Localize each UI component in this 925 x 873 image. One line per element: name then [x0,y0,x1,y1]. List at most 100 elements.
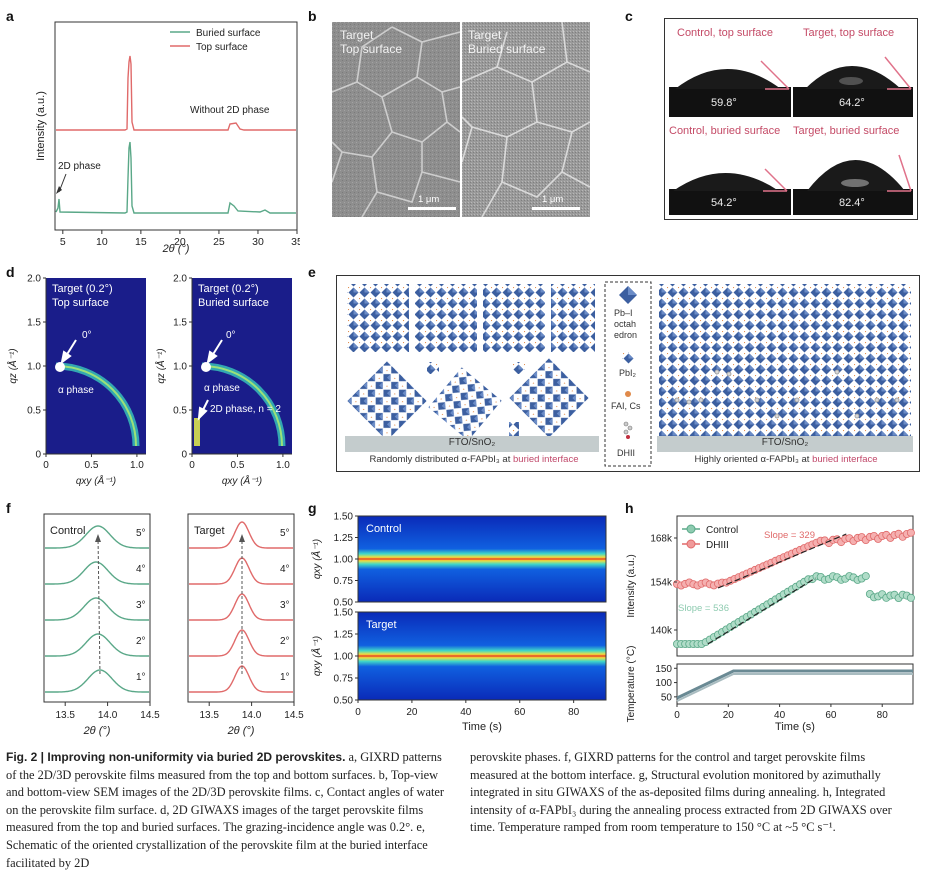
legend-pbi2: PbI₂ [619,368,637,378]
d-ytick-label: 2.0 [173,274,187,285]
g-xtick-label: 20 [406,707,418,718]
h-bottom-frame [676,663,914,705]
h-xtick-label: 0 [674,710,680,721]
f-target-peak [189,593,293,621]
f-angle-right: 1° [280,672,290,683]
ca-title-control-buried: Control, buried surface [669,125,781,137]
sem-top-surface: Target Top surface 1 μm [332,22,460,217]
a-xtick-label: 20 [174,236,186,248]
g-xtick-label: 60 [514,707,526,718]
substrate-left: FTO/SnO₂ [448,437,496,448]
giwaxs-left-title-1: Target (0.2°) [52,283,113,295]
f-control-peak [45,597,149,621]
h-control-point [906,593,915,602]
substrate-right: FTO/SnO₂ [761,437,809,448]
g-control-map [358,516,606,602]
d-ytick-label: 0.5 [27,406,41,417]
caption-left-text: a, GIXRD patterns of the 2D/3D perovskit… [6,750,445,870]
panel-f-left-frame [43,513,151,703]
sem-buried-grains [462,22,590,217]
f-xtick-label: 14.0 [98,710,118,721]
h-ylabel-bottom: Temperature (°C) [626,646,637,723]
f-xtick-label: 14.0 [242,710,262,721]
ca-value-control-top: 59.8° [711,97,737,109]
caption-left: Randomly distributed α-FAPbI₃ at buried … [369,454,579,465]
h-slope-red: Slope = 329 [764,530,815,541]
d-xtick-label: 1.0 [130,460,144,471]
d-xtick-label: 1.0 [276,460,290,471]
legend-dhii: DHII [617,448,635,458]
giwaxs-left-zero: 0° [82,330,92,341]
panel-f-angle-labels: 5° 5° 4° 4° 3° 3° 2° 2° 1° 1° [136,528,290,683]
g-xtick-label: 0 [355,707,361,718]
h-xtick-label: 80 [877,710,889,721]
a-xtick-label: 35 [291,236,300,248]
giwaxs-right-title-1: Target (0.2°) [198,283,259,295]
g-xtick-label: 80 [568,707,580,718]
annot-without-2d: Without 2D phase [190,105,270,116]
panel-g-insitu-giwaxs: Control Target 0.500.751.001.251.500.500… [310,512,607,733]
sem-top-scalebar [408,207,456,210]
panel-e-schematic [345,281,913,467]
legend-fai-cs: FAI, Cs [611,401,641,411]
sem-buried-title-1: Target [468,28,502,42]
f-angle-left: 3° [136,600,146,611]
f-angle-left: 5° [136,528,146,539]
f-angle-right: 5° [280,528,290,539]
h-ytick-bottom-label: 100 [655,678,672,689]
panel-f-right-title: Target [194,525,225,537]
figure-caption-left: Fig. 2 | Improving non-uniformity via bu… [6,749,450,872]
ca-title-target-buried: Target, buried surface [793,125,900,137]
panel-h-intensity-temperature: Control DHIII Slope = 329 Slope = 536 14… [626,515,915,733]
f-control-peak [45,561,149,585]
d-ytick-label: 0 [181,450,187,461]
panel-d-xlabel-left: qxy (Å⁻¹) [76,474,116,487]
panel-c-frame: Control, top surface Target, top surface… [664,18,918,220]
d-xtick-label: 0.5 [85,460,99,471]
g-control-title: Control [366,523,401,535]
panel-label-b: b [308,8,317,24]
ca-droplets [669,56,913,215]
d-xtick-label: 0 [43,460,49,471]
panel-label-f: f [6,500,11,516]
panel-d-axes: 0 0.5 1.0 1.5 2.0 0 0.5 1.0 0 0.5 1.0 1.5 2.0 0 0.5 1.0 [27,274,292,471]
sem-buried-scale-label: 1 μm [542,194,564,205]
g-ytick-label: 0.75 [334,576,354,587]
giwaxs-right-2d-phase-spot [194,418,200,446]
arrowhead-2d-phase [56,186,62,194]
g-ytick-label: 0.75 [334,674,354,685]
d-ytick-label: 1.5 [27,318,41,329]
giwaxs-right-2d: 2D phase, n = 2 [210,404,281,415]
legend-buried: Buried surface [196,28,261,39]
legend-control-marker [686,524,696,534]
panel-h-series [673,528,915,702]
g-ytick-label: 1.50 [334,608,354,619]
giwaxs-right-alpha: α phase [204,383,240,394]
panel-d-xlabel-right: qxy (Å⁻¹) [222,474,262,487]
f-xtick-label: 14.5 [284,710,304,721]
f-angle-right: 2° [280,636,290,647]
panel-label-c: c [625,8,633,24]
sem-top-title-1: Target [340,28,374,42]
giwaxs-left-title-2: Top surface [52,297,109,309]
sem-buried-title-2: Buried surface [468,42,546,56]
g-xtick-label: 40 [460,707,472,718]
h-fit-red [717,533,847,589]
ca-title-control-top: Control, top surface [677,27,773,39]
panel-h-axes: 140k 154k 168k 50 100 150 0 20 40 60 80 [650,534,888,722]
f-angle-left: 1° [136,672,146,683]
h-legend-dhiii: DHIII [706,540,729,551]
panel-d-ylabel-right: qz (Å⁻¹) [154,348,167,383]
g-target-map [358,612,606,700]
g-xlabel: Time (s) [462,721,502,733]
panel-a-frame [54,21,298,231]
f-angle-right: 4° [280,564,290,575]
h-ytick-top-label: 154k [650,578,673,589]
legend-dhiii-marker [686,539,696,549]
g-ylabel-top: qxy (Å⁻¹) [310,539,323,579]
g-ytick-label: 1.25 [334,533,354,544]
d-ytick-label: 2.0 [27,274,41,285]
h-fit-green [707,577,816,645]
ca-value-target-top: 64.2° [839,97,865,109]
panel-label-e: e [308,264,316,280]
